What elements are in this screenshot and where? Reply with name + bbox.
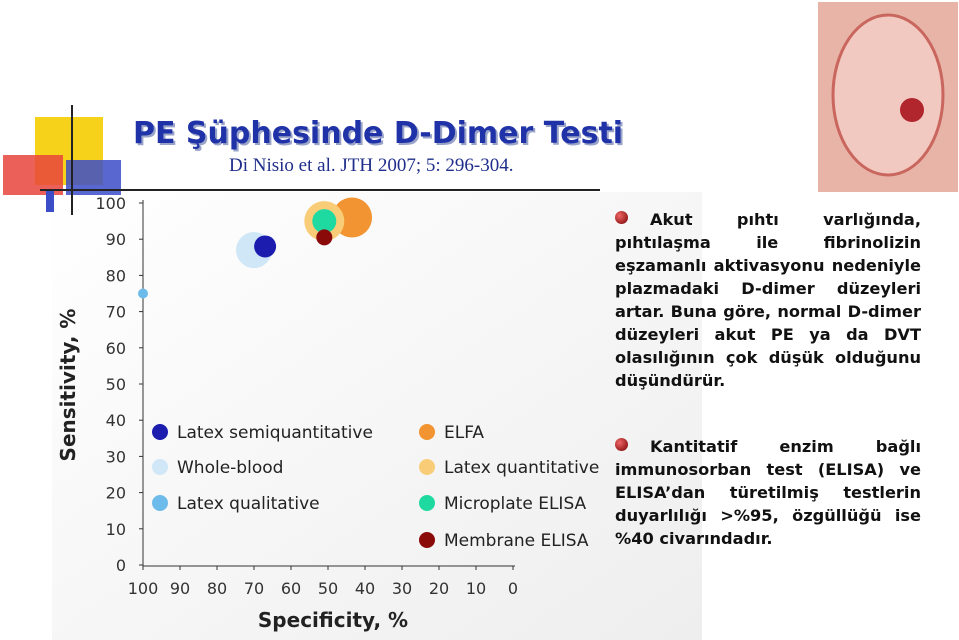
bullet-text: Kantitatif enzim bağlı immunosorban test… xyxy=(615,437,921,548)
legend-label: Membrane ELISA xyxy=(444,531,589,551)
legend-marker xyxy=(419,459,435,475)
y-tick-label: 10 xyxy=(106,520,126,539)
legend-label: Latex semiquantitative xyxy=(177,423,373,443)
x-tick-label: 0 xyxy=(508,579,518,598)
lung-image xyxy=(900,98,924,122)
y-tick-label: 20 xyxy=(106,484,126,503)
x-axis-title: Specificity, % xyxy=(258,608,408,632)
y-axis-title: Sensitivity, % xyxy=(56,309,80,462)
slide-title: PE Şüphesinde D-Dimer Testi xyxy=(133,116,624,151)
x-tick-label: 50 xyxy=(318,579,338,598)
x-tick-label: 20 xyxy=(429,579,449,598)
deco-square xyxy=(3,155,63,195)
y-tick-label: 60 xyxy=(106,339,126,358)
point xyxy=(316,229,333,246)
legend-marker xyxy=(152,495,168,511)
y-tick-label: 50 xyxy=(106,375,126,394)
legend-label: Latex quantitative xyxy=(444,458,599,478)
legend-label: Latex qualitative xyxy=(177,494,320,514)
legend-marker xyxy=(419,495,435,511)
legend-label: ELFA xyxy=(444,423,484,443)
y-tick-label: 80 xyxy=(106,266,126,285)
x-tick-label: 60 xyxy=(281,579,301,598)
y-tick-label: 0 xyxy=(116,556,126,575)
lung-image xyxy=(831,13,945,177)
deco-square xyxy=(46,190,54,212)
x-tick-label: 80 xyxy=(207,579,227,598)
point xyxy=(138,288,148,299)
bullet-text: Akut pıhtı varlığında, pıhtılaşma ile fi… xyxy=(615,210,921,390)
x-tick-label: 70 xyxy=(244,579,264,598)
bullet: Akut pıhtı varlığında, pıhtılaşma ile fi… xyxy=(615,208,921,392)
y-tick-label: 70 xyxy=(106,303,126,322)
point xyxy=(254,235,277,258)
point xyxy=(312,209,337,234)
citation: Di Nisio et al. JTH 2007; 5: 296-304. xyxy=(229,155,514,176)
y-tick-label: 100 xyxy=(95,194,126,213)
y-tick-label: 40 xyxy=(106,411,126,430)
chart-background xyxy=(52,192,702,640)
x-tick-label: 40 xyxy=(355,579,375,598)
legend-label: Whole-blood xyxy=(177,458,283,478)
x-tick-label: 100 xyxy=(128,579,159,598)
x-tick-label: 90 xyxy=(170,579,190,598)
x-tick-label: 30 xyxy=(392,579,412,598)
x-tick-label: 10 xyxy=(466,579,486,598)
legend-label: Microplate ELISA xyxy=(444,494,587,514)
legend-marker xyxy=(419,532,435,548)
legend-marker xyxy=(152,424,168,440)
y-tick-label: 30 xyxy=(106,447,126,466)
bullet: Kantitatif enzim bağlı immunosorban test… xyxy=(615,435,921,550)
legend-marker xyxy=(152,459,168,475)
y-tick-label: 90 xyxy=(106,230,126,249)
legend-marker xyxy=(419,424,435,440)
